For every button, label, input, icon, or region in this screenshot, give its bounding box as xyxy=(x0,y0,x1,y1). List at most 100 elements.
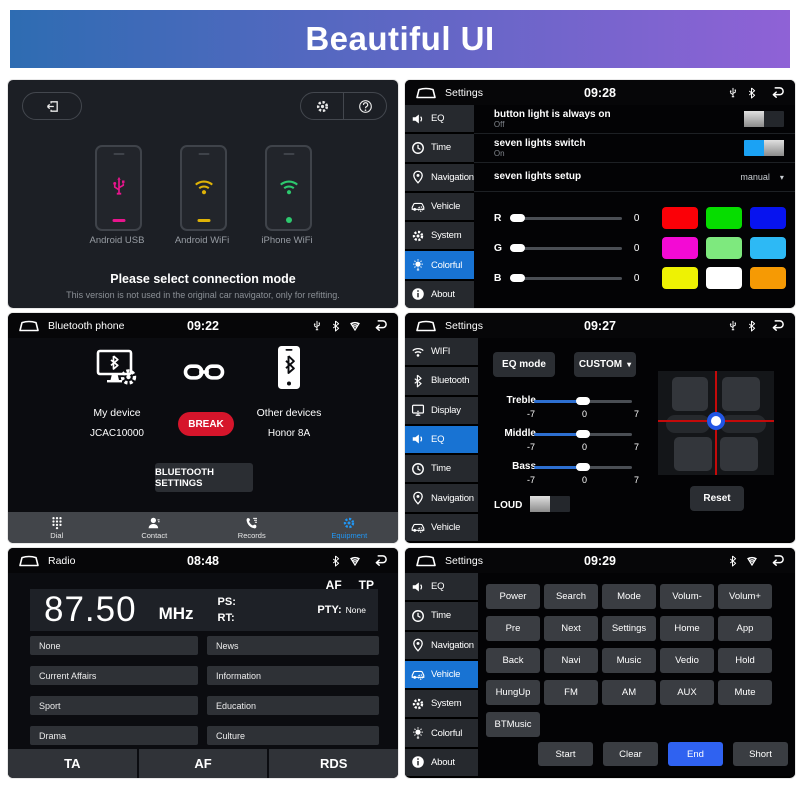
return-icon[interactable] xyxy=(373,553,388,568)
key-button[interactable]: Music xyxy=(602,648,656,673)
ta-button[interactable]: TA xyxy=(8,749,137,778)
sidebar-item-vehicle[interactable]: Vehicle xyxy=(405,192,474,221)
key-button[interactable]: BTMusic xyxy=(486,712,540,737)
key-button[interactable]: AUX xyxy=(660,680,714,705)
key-button[interactable]: Search xyxy=(544,584,598,609)
middle-slider[interactable]: Middle -7 0 7 xyxy=(504,428,639,452)
category-button[interactable]: Culture xyxy=(207,726,379,745)
category-button[interactable]: Drama xyxy=(30,726,198,745)
key-button[interactable]: Hold xyxy=(718,648,772,673)
setup-dropdown-value[interactable]: manual xyxy=(740,172,770,182)
key-button[interactable]: Back xyxy=(486,648,540,673)
sidebar-item-system[interactable]: System xyxy=(405,222,474,250)
category-button[interactable]: Current Affairs xyxy=(30,666,198,685)
b-slider[interactable] xyxy=(509,273,622,282)
return-icon[interactable] xyxy=(770,85,785,100)
key-button[interactable]: Mode xyxy=(602,584,656,609)
color-swatch[interactable] xyxy=(749,267,786,289)
tab-equipment[interactable]: Equipment xyxy=(301,512,399,543)
sidebar-item-colorful[interactable]: Colorful xyxy=(405,719,478,747)
key-button[interactable]: HungUp xyxy=(486,680,540,705)
tab-records[interactable]: Records xyxy=(203,512,301,543)
sidebar-item-about[interactable]: About xyxy=(405,748,478,776)
af-button[interactable]: AF xyxy=(138,749,268,778)
key-button[interactable]: AM xyxy=(602,680,656,705)
sidebar-item-navigation[interactable]: Navigation xyxy=(405,631,478,659)
key-button[interactable]: Navi xyxy=(544,648,598,673)
slider-thumb[interactable] xyxy=(576,430,590,438)
chevron-down-icon[interactable]: ▾ xyxy=(779,172,784,182)
key-button[interactable]: FM xyxy=(544,680,598,705)
short-button[interactable]: Short xyxy=(733,742,788,766)
color-swatch[interactable] xyxy=(661,267,698,289)
r-slider[interactable] xyxy=(509,213,622,222)
g-slider[interactable] xyxy=(509,243,622,252)
home-icon[interactable] xyxy=(415,86,437,99)
reset-button[interactable]: Reset xyxy=(690,486,744,511)
home-icon[interactable] xyxy=(18,554,40,567)
slider-thumb[interactable] xyxy=(576,397,590,405)
eq-mode-dropdown[interactable]: CUSTOM ▾ xyxy=(574,352,636,377)
sidebar-item-about[interactable]: About xyxy=(405,280,474,308)
help-button[interactable] xyxy=(344,93,386,119)
color-swatch[interactable] xyxy=(749,207,786,229)
loud-toggle[interactable] xyxy=(530,496,570,512)
home-icon[interactable] xyxy=(415,554,437,567)
sidebar-item-eq[interactable]: EQ xyxy=(405,105,474,133)
balance-fader-dot[interactable] xyxy=(707,412,725,430)
sidebar-item-time[interactable]: Time xyxy=(405,134,474,162)
color-swatch[interactable] xyxy=(749,237,786,259)
settings-button[interactable] xyxy=(301,93,343,119)
key-button[interactable]: Volum- xyxy=(660,584,714,609)
category-button[interactable]: Education xyxy=(207,696,379,715)
return-icon[interactable] xyxy=(770,553,785,568)
sidebar-item-eq[interactable]: EQ xyxy=(405,573,478,601)
key-button[interactable]: Next xyxy=(544,616,598,641)
sidebar-item-bluetooth[interactable]: Bluetooth xyxy=(405,367,478,395)
clear-button[interactable]: Clear xyxy=(603,742,658,766)
home-icon[interactable] xyxy=(415,319,437,332)
key-button[interactable]: App xyxy=(718,616,772,641)
key-button[interactable]: Pre xyxy=(486,616,540,641)
iphone-wifi-option[interactable] xyxy=(265,145,312,231)
car-seats-image[interactable] xyxy=(658,371,774,475)
color-swatch[interactable] xyxy=(705,237,742,259)
key-button[interactable]: Mute xyxy=(718,680,772,705)
slider-thumb[interactable] xyxy=(576,463,590,471)
bluetooth-settings-button[interactable]: BLUETOOTH SETTINGS xyxy=(155,463,253,492)
seven-lights-toggle[interactable] xyxy=(743,140,784,156)
eq-mode-button[interactable]: EQ mode xyxy=(493,352,555,377)
slider-thumb[interactable] xyxy=(509,243,525,252)
sidebar-item-wifi[interactable]: WIFI xyxy=(405,338,478,366)
return-icon[interactable] xyxy=(373,318,388,333)
exit-button[interactable] xyxy=(22,92,82,120)
category-button[interactable]: News xyxy=(207,636,379,655)
key-button[interactable]: Vedio xyxy=(660,648,714,673)
break-button[interactable]: BREAK xyxy=(178,412,234,436)
android-wifi-option[interactable] xyxy=(180,145,227,231)
rds-button[interactable]: RDS xyxy=(269,749,398,778)
home-icon[interactable] xyxy=(18,319,40,332)
key-button[interactable]: Power xyxy=(486,584,540,609)
slider-thumb[interactable] xyxy=(509,213,525,222)
start-button[interactable]: Start xyxy=(538,742,593,766)
category-button[interactable]: Information xyxy=(207,666,379,685)
return-icon[interactable] xyxy=(770,318,785,333)
sidebar-item-navigation[interactable]: Navigation xyxy=(405,484,478,512)
category-button[interactable]: Sport xyxy=(30,696,198,715)
key-button[interactable]: Settings xyxy=(602,616,656,641)
category-button[interactable]: None xyxy=(30,636,198,655)
end-button[interactable]: End xyxy=(668,742,723,766)
bass-slider[interactable]: Bass -7 0 7 xyxy=(512,461,639,485)
sidebar-item-vehicle[interactable]: Vehicle xyxy=(405,660,478,689)
button-light-toggle[interactable] xyxy=(743,111,784,127)
sidebar-item-colorful[interactable]: Colorful xyxy=(405,251,474,279)
key-button[interactable]: Volum+ xyxy=(718,584,772,609)
key-button[interactable]: Home xyxy=(660,616,714,641)
color-swatch[interactable] xyxy=(705,267,742,289)
sidebar-item-display[interactable]: Display xyxy=(405,396,478,424)
android-usb-option[interactable] xyxy=(95,145,142,231)
sidebar-item-time[interactable]: Time xyxy=(405,455,478,483)
sidebar-item-vehicle[interactable]: Vehicle xyxy=(405,513,478,541)
sidebar-item-system[interactable]: System xyxy=(405,690,478,718)
